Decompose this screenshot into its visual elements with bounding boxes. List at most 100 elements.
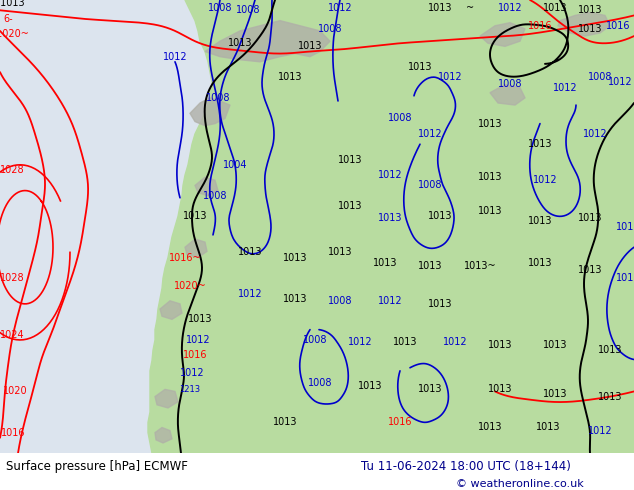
Polygon shape [155,427,172,443]
Text: 1008: 1008 [418,180,443,191]
Text: 1013: 1013 [543,3,567,13]
Text: 1013: 1013 [392,337,417,347]
Text: 1013: 1013 [543,389,567,398]
Polygon shape [205,21,330,62]
Text: 1008: 1008 [307,378,332,388]
Text: 1012: 1012 [533,175,557,185]
Text: 1008: 1008 [203,191,227,201]
Text: 1012: 1012 [583,129,607,139]
Text: 1012: 1012 [378,170,403,180]
Text: 1016~: 1016~ [169,252,202,263]
Text: 1013: 1013 [478,119,502,128]
Text: 1012: 1012 [163,51,187,62]
Text: 1012: 1012 [328,3,353,13]
Polygon shape [190,98,230,125]
Text: 1013: 1013 [283,294,307,304]
Text: Surface pressure [hPa] ECMWF: Surface pressure [hPa] ECMWF [6,460,188,473]
Text: 1008: 1008 [303,335,327,345]
Polygon shape [160,301,182,319]
Text: 1013: 1013 [527,139,552,149]
Text: 1013: 1013 [298,41,322,51]
Text: 1008: 1008 [318,24,342,34]
Text: Tu 11-06-2024 18:00 UTC (18+144): Tu 11-06-2024 18:00 UTC (18+144) [361,460,571,473]
Text: 1012: 1012 [179,368,204,378]
Text: 1013: 1013 [188,315,212,324]
Text: 1013: 1013 [578,265,602,275]
Text: 1013: 1013 [578,213,602,223]
Text: ~1020~: ~1020~ [0,29,29,39]
Text: 1024: 1024 [0,330,24,340]
Text: 1013: 1013 [543,340,567,350]
Text: 1008: 1008 [236,5,260,15]
Text: 1012: 1012 [186,335,210,345]
Text: 1013: 1013 [183,211,207,221]
Text: 1012: 1012 [238,289,262,298]
Text: 1016: 1016 [183,350,207,360]
Text: ~: ~ [466,3,474,13]
Text: 1013: 1013 [428,3,452,13]
Text: 1012: 1012 [437,72,462,82]
Text: 1013: 1013 [228,38,252,48]
Text: 1012: 1012 [347,337,372,347]
Text: 1016: 1016 [527,21,552,31]
Text: 1013: 1013 [598,345,622,355]
Text: 1008: 1008 [206,93,230,103]
Text: 1016: 1016 [605,21,630,31]
Text: 1012: 1012 [588,426,612,436]
Text: 1008: 1008 [328,296,353,306]
Text: 1013: 1013 [488,384,512,394]
Polygon shape [558,12,610,36]
Text: 1013: 1013 [428,299,452,309]
Polygon shape [185,239,207,258]
Text: 1013: 1013 [488,340,512,350]
Polygon shape [195,177,218,196]
Text: © weatheronline.co.uk: © weatheronline.co.uk [456,479,584,489]
Text: 6-: 6- [3,14,13,24]
Text: 1013: 1013 [338,155,362,165]
Text: 1008: 1008 [208,3,232,13]
Text: 1013: 1013 [418,261,443,271]
Polygon shape [148,0,634,453]
Text: 1020~: 1020~ [174,281,207,292]
Text: 1012: 1012 [498,3,522,13]
Text: 1013~: 1013~ [463,261,496,271]
Text: 1012: 1012 [378,296,403,306]
Text: 1008: 1008 [498,79,522,90]
Text: 1004: 1004 [223,160,247,170]
Text: 1013: 1013 [578,24,602,34]
Text: 1028: 1028 [0,165,24,175]
Text: 1012: 1012 [553,82,578,93]
Text: 1012: 1012 [607,77,632,87]
Text: 1008: 1008 [388,114,412,123]
Text: 1013: 1013 [428,211,452,221]
Text: 1013: 1013 [338,201,362,211]
Text: 1013: 1013 [378,213,402,223]
Text: 1013: 1013 [527,258,552,268]
Text: 1013: 1013 [598,392,622,402]
Text: ~1013: ~1013 [0,0,24,8]
Text: 1013: 1013 [358,381,382,392]
Text: 1028: 1028 [0,273,24,283]
Text: 1012: 1012 [418,129,443,139]
Text: 1013: 1013 [408,62,432,72]
Text: 1013: 1013 [373,258,398,268]
Text: 1013: 1013 [578,5,602,15]
Polygon shape [490,84,525,105]
Polygon shape [480,23,525,47]
Text: 1016: 1016 [388,417,412,427]
Text: 1012: 1012 [616,273,634,283]
Text: 1013: 1013 [536,422,560,433]
Text: 1012: 1012 [443,337,467,347]
Text: 1013: 1013 [478,172,502,182]
Text: 1013: 1013 [527,217,552,226]
Text: 1008: 1008 [588,72,612,82]
Text: 1013: 1013 [273,417,297,427]
Text: 1013: 1013 [478,206,502,216]
Polygon shape [155,390,178,408]
Text: 1016: 1016 [1,428,25,438]
Text: 1013: 1013 [478,422,502,433]
Text: 1020: 1020 [3,387,27,396]
Text: 1013: 1013 [328,247,353,257]
Text: 1013: 1013 [418,384,443,394]
Text: 1012: 1012 [616,221,634,232]
